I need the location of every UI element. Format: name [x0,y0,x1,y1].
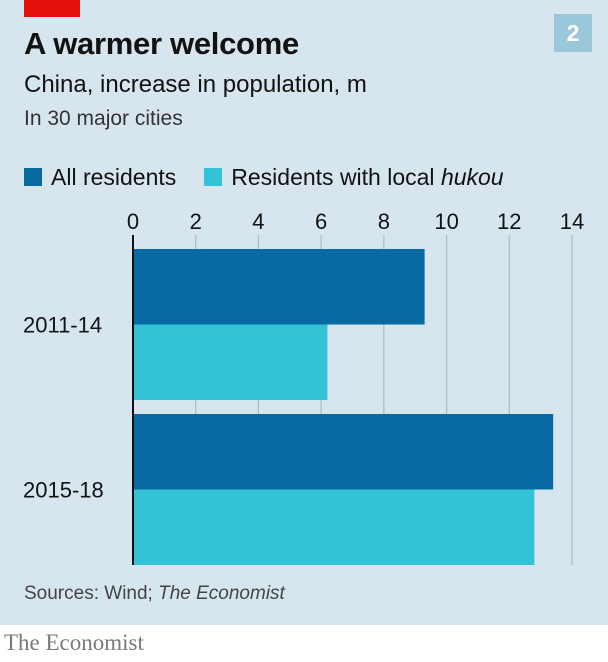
chart-subtitle-secondary: In 30 major cities [24,107,183,130]
legend-item-all-residents: All residents [24,164,176,191]
bar-all-residents-2011-14 [133,249,425,325]
x-tick-label-14: 14 [560,209,584,234]
chart-subtitle: China, increase in population, m [24,71,367,98]
x-tick-label-6: 6 [315,209,327,234]
bar-residents-with-local-hukou-2015-18 [133,489,535,565]
legend-swatch-all-residents [24,168,42,186]
bar-all-residents-2015-18 [133,414,554,490]
source-note: Sources: Wind; The Economist [24,583,285,604]
chart-title: A warmer welcome [24,26,299,61]
chart-number-badge: 2 [554,14,592,52]
legend-label-all-residents: All residents [51,163,177,190]
bar-chart: 0 2 4 6 8 10 12 14 2011-14 2015-18 [23,209,584,565]
x-tick-label-2: 2 [190,209,202,234]
x-tick-label-8: 8 [378,209,390,234]
category-label-2015-18: 2015-18 [23,478,104,503]
x-tick-label-12: 12 [497,209,521,234]
legend-label-local-hukou: Residents with local hukou [231,163,504,190]
legend-item-local-hukou: Residents with local hukou [204,163,504,191]
chart-legend: All residents Residents with local hukou [24,163,532,191]
legend-swatch-local-hukou [204,168,223,186]
x-tick-label-0: 0 [127,209,139,234]
x-tick-label-10: 10 [434,209,458,234]
brand-red-tag [24,0,80,17]
bar-residents-with-local-hukou-2011-14 [133,324,328,400]
brand-footer: The Economist [4,630,144,655]
category-label-2011-14: 2011-14 [23,313,102,338]
x-tick-label-4: 4 [252,209,264,234]
